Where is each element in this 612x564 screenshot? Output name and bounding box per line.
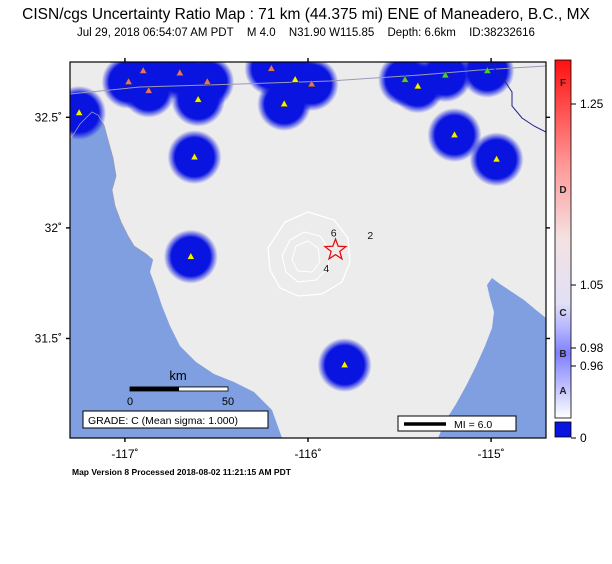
contour-labels: 6 2 4	[323, 228, 373, 275]
scale-bar-tick-0: 0	[127, 396, 133, 408]
frame-tick	[546, 227, 550, 229]
frame-tick	[124, 438, 126, 442]
station-triangle-icon	[190, 152, 199, 160]
contour-label: 2	[367, 230, 373, 242]
scale-bar-unit: km	[169, 368, 186, 383]
station-triangle-icon	[413, 81, 422, 90]
frame-tick	[66, 116, 70, 118]
coastline-outline	[70, 111, 154, 261]
event-coords: N31.90 W115.85	[288, 27, 375, 39]
map-version-footer: Map Version 8 Processed 2018-08-02 11:21…	[72, 467, 291, 477]
colorbar-letter: A	[559, 386, 566, 397]
grade-box: GRADE: C (Mean sigma: 1.000)	[82, 410, 269, 429]
mi-label: MI = 6.0	[454, 419, 492, 431]
colorbar-letter: F	[560, 78, 566, 89]
scale-bar-tick-50: 50	[222, 396, 234, 408]
station-triangle-icon	[175, 68, 184, 76]
colorbar: F D C B A 1.25 1.05 0.98 0.96 0	[554, 59, 604, 445]
stations	[75, 64, 501, 368]
pacific-ocean	[70, 112, 282, 438]
colorbar-letter: D	[559, 185, 566, 196]
station-triangle-icon	[280, 99, 289, 107]
contour-label: 4	[323, 263, 329, 275]
colorbar-letter: B	[559, 349, 566, 360]
x-tick-label: -117˚	[111, 447, 138, 461]
colorbar-values: 1.25 1.05 0.98 0.96 0	[571, 97, 604, 445]
event-info: Jul 29, 2018 06:54:07 AM PDT M 4.0 N31.9…	[0, 27, 612, 39]
station-triangle-icon	[340, 360, 349, 368]
station-triangle-icon	[75, 108, 84, 116]
event-date: Jul 29, 2018 06:54:07 AM PDT	[77, 27, 234, 39]
station-triangle-icon	[401, 75, 410, 83]
frame-tick	[490, 438, 492, 442]
station-triangle-icon	[267, 64, 276, 72]
colorbar-value: 1.25	[580, 97, 604, 111]
y-tick-label: 32˚	[45, 221, 62, 235]
station-triangle-icon	[139, 66, 148, 74]
grade-label: GRADE: C (Mean sigma: 1.000)	[88, 415, 238, 427]
map-title: CISN/cgs Uncertainty Ratio Map : 71 km (…	[22, 6, 590, 23]
x-tick-label: -115˚	[478, 447, 505, 461]
map-area: 6 2 4	[70, 62, 546, 438]
station-triangle-icon	[307, 79, 316, 87]
station-triangle-icon	[441, 70, 450, 79]
frame-tick	[66, 227, 70, 229]
colorbar-grade-letters: F D C B A	[559, 78, 566, 397]
frame-tick	[66, 337, 70, 340]
station-triangle-icon	[124, 77, 133, 85]
frame-tick	[124, 58, 126, 62]
frame-tick	[307, 438, 309, 442]
station-triangle-icon	[194, 95, 203, 103]
event-magnitude: M 4.0	[246, 27, 276, 39]
contour-label: 6	[331, 228, 337, 240]
station-triangle-icon	[203, 77, 212, 85]
x-tick-label: -116˚	[294, 447, 321, 461]
frame-tick	[490, 58, 492, 62]
station-triangle-icon	[291, 75, 300, 83]
station-triangle-icon	[144, 86, 153, 94]
station-triangle-icon	[186, 252, 195, 260]
colorbar-value: 1.05	[580, 278, 604, 292]
y-tick-label: 31.5˚	[35, 331, 62, 345]
colorbar-gradient	[554, 59, 572, 419]
axis-labels: -117˚ -116˚ -115˚ 32.5˚ 32˚ 31.5˚	[35, 110, 505, 461]
colorbar-value: 0.96	[580, 359, 604, 373]
scale-bar: km 0 50	[127, 368, 234, 408]
station-triangle-icon	[450, 130, 459, 138]
y-tick-label: 32.5˚	[35, 110, 62, 124]
station-triangle-icon	[483, 66, 492, 74]
colorbar-value: 0	[580, 431, 587, 445]
gulf-of-california	[438, 278, 546, 438]
state-boundary	[485, 62, 546, 133]
us-mexico-border	[70, 65, 546, 95]
intensity-contours	[267, 211, 351, 297]
station-triangle-icon	[492, 154, 501, 163]
frame-tick	[546, 116, 550, 118]
colorbar-value: 0.98	[580, 341, 604, 355]
frame-tick	[307, 58, 309, 62]
colorbar-zero-swatch	[554, 421, 572, 438]
event-depth: Depth: 6.6km	[387, 27, 456, 39]
mi-legend: MI = 6.0	[397, 415, 517, 432]
epicenter-star-icon	[323, 237, 348, 261]
frame-tick	[546, 337, 550, 340]
station-halo	[70, 85, 107, 140]
colorbar-letter: C	[559, 308, 566, 319]
event-id: ID:38232616	[469, 27, 535, 39]
frame-ticks	[66, 58, 550, 442]
